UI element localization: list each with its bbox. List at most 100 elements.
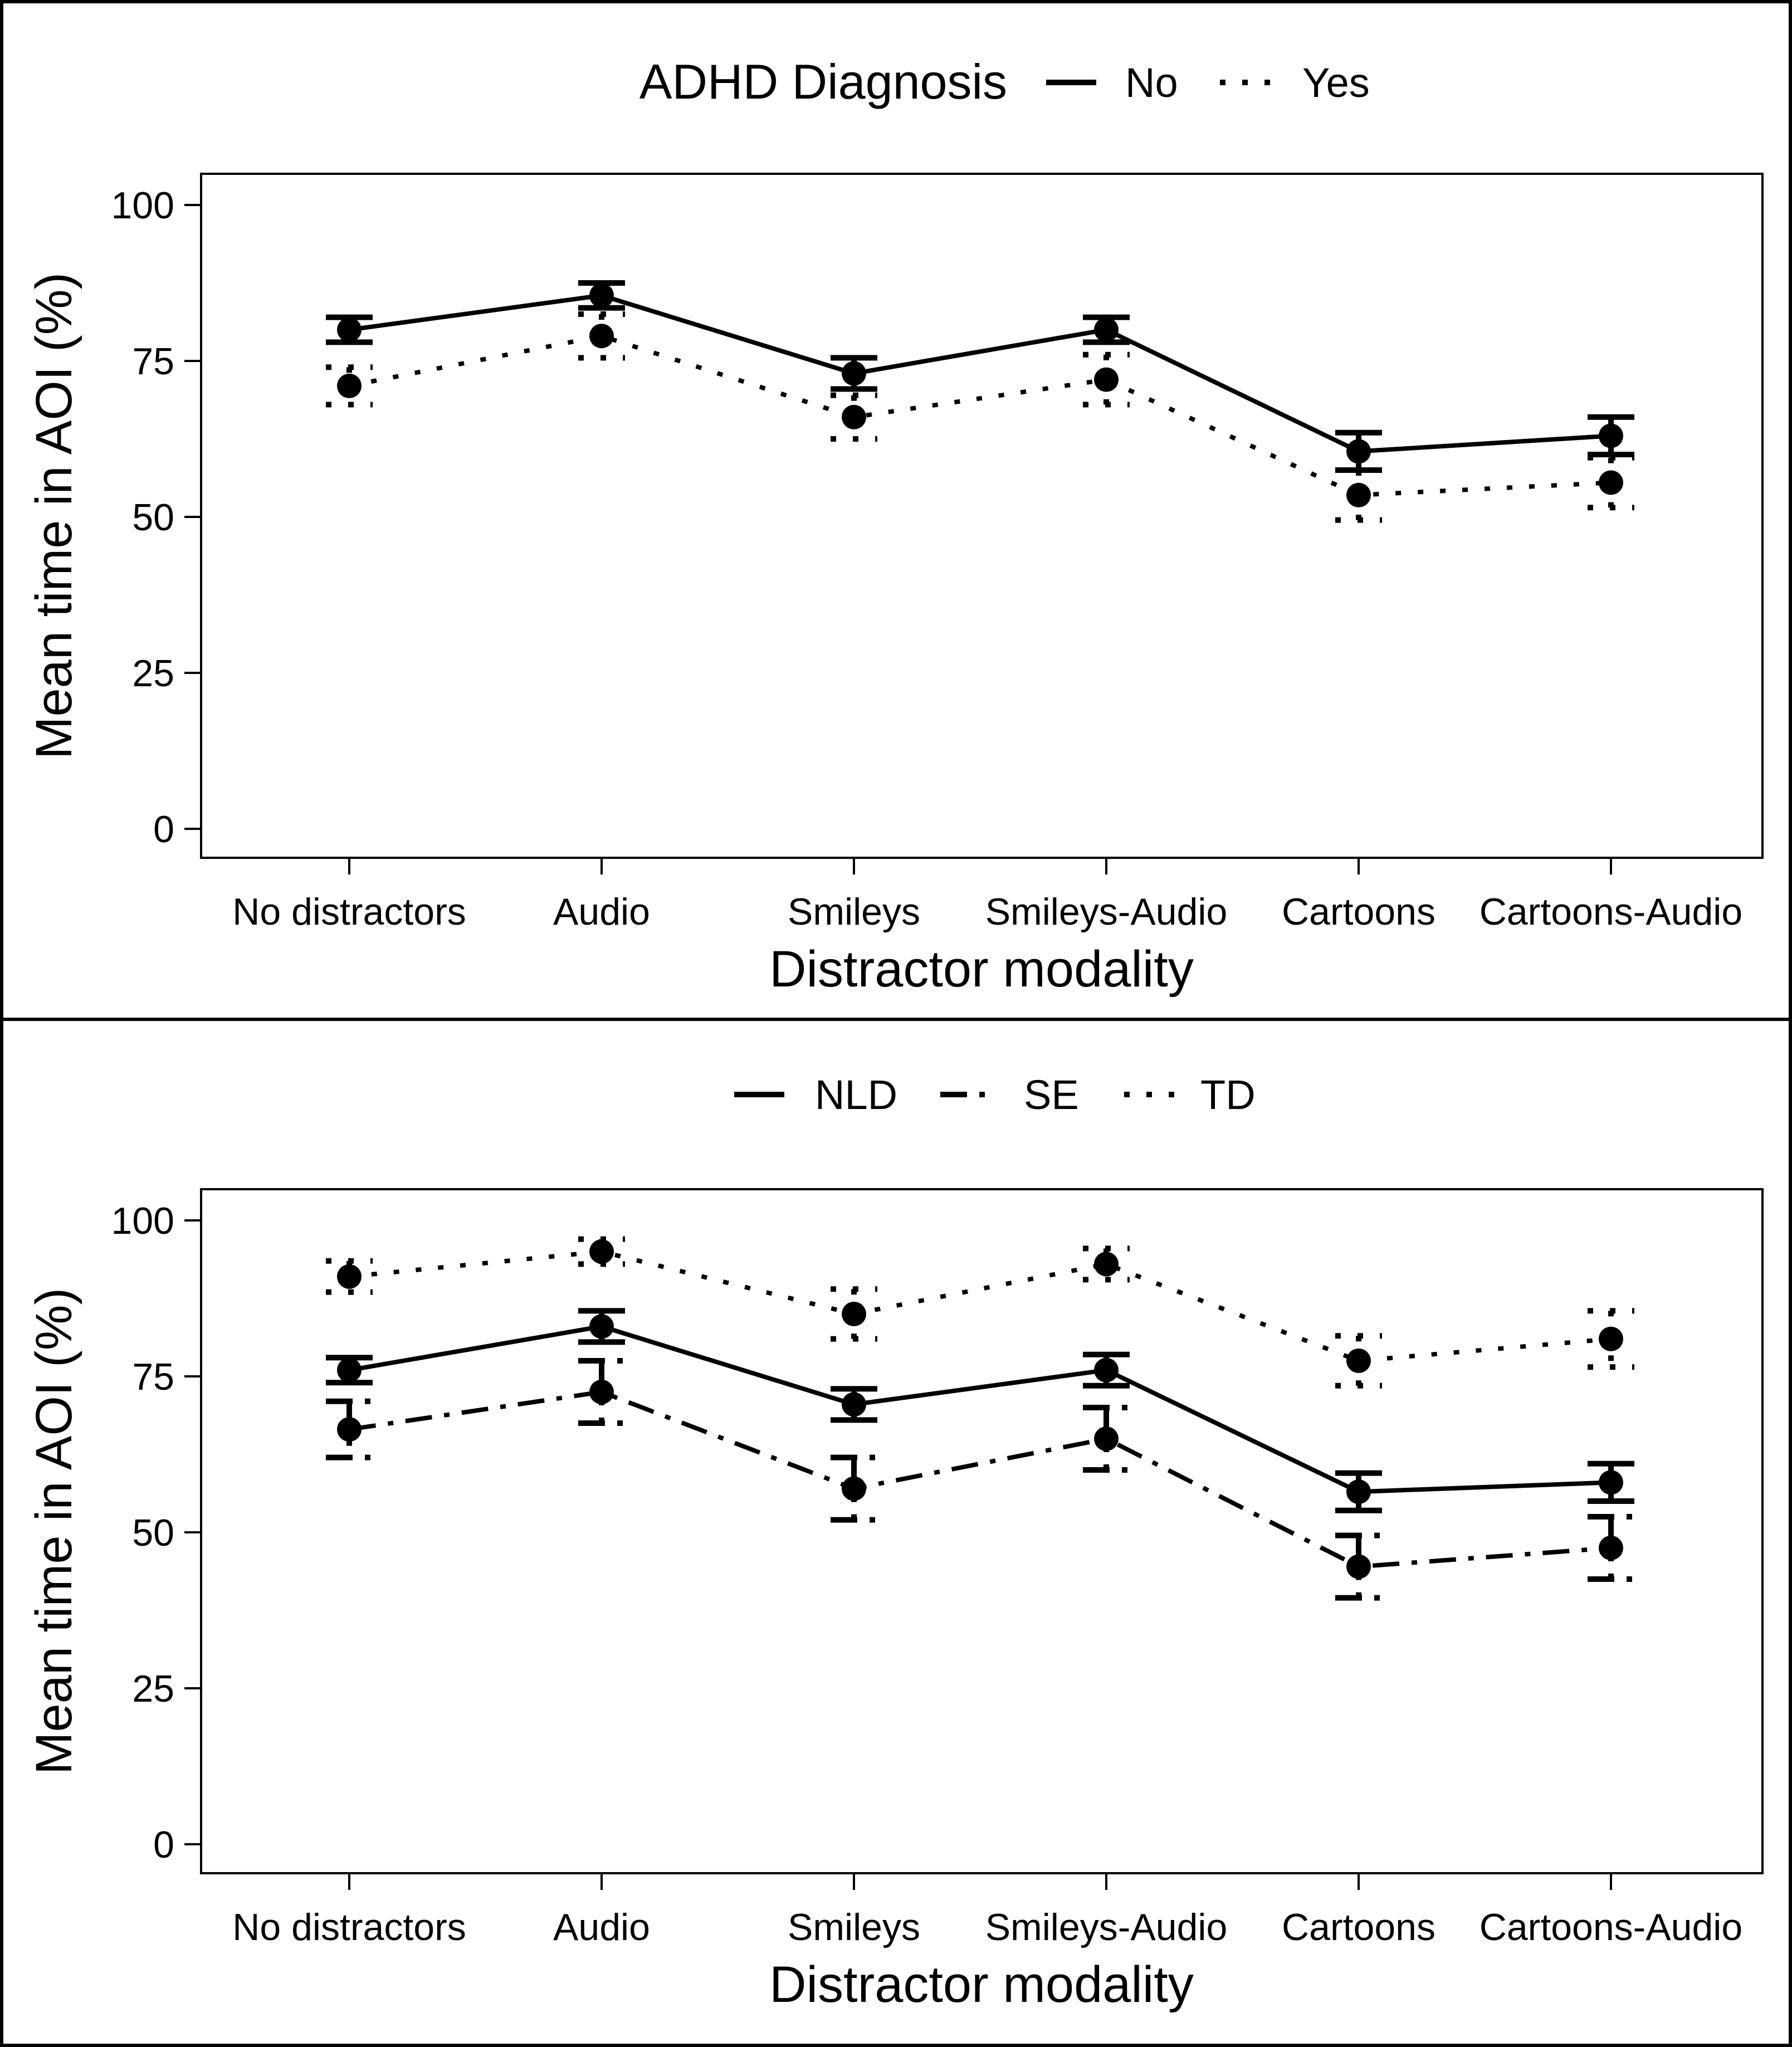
y-axis-title: Mean time in AOI (%)	[26, 1288, 82, 1775]
error-bar	[831, 392, 877, 442]
x-axis-title: Distractor modality	[769, 941, 1194, 998]
legend: NLD SE TD	[734, 1072, 1256, 1118]
x-axis-title: Distractor modality	[769, 1956, 1194, 2013]
x-tick-label: Cartoons	[1282, 891, 1435, 933]
data-point	[589, 324, 614, 349]
y-tick-label: 75	[132, 340, 174, 383]
data-point	[337, 1357, 362, 1382]
y-axis-title: Mean time in AOI (%)	[26, 272, 82, 759]
error-bar	[578, 311, 625, 361]
data-point	[337, 373, 362, 398]
series-group	[326, 280, 1634, 523]
legend-label: Yes	[1302, 60, 1370, 106]
data-point	[1346, 1349, 1371, 1373]
legend-label: SE	[1024, 1072, 1079, 1118]
error-bar	[578, 1358, 625, 1426]
legend-item-td: TD	[1124, 1072, 1256, 1118]
legend-item-nld: NLD	[734, 1072, 897, 1118]
data-point	[1346, 482, 1371, 507]
x-tick-label: Smileys	[788, 1906, 920, 1948]
x-tick-label: Cartoons	[1282, 1906, 1435, 1948]
x-tick-label: Smileys	[788, 891, 920, 933]
error-bar	[1335, 1532, 1382, 1601]
legend-items: No Yes	[1046, 60, 1370, 106]
y-tick-label: 50	[132, 496, 174, 539]
data-point	[337, 317, 362, 342]
panel-adhd-diagnosis: ADHD Diagnosis No Yes 0 25 50 75 100 No distr…	[26, 54, 1764, 998]
data-point	[1599, 1470, 1623, 1495]
legend-label: No	[1125, 60, 1178, 106]
x-tick-label: Cartoons-Audio	[1480, 1906, 1742, 1948]
series-no	[326, 280, 1634, 473]
legend-item-no: No	[1046, 60, 1178, 106]
data-point	[1094, 1357, 1119, 1382]
x-axis: No distractors Audio Smileys Smileys-Audio C…	[232, 858, 1742, 933]
data-point	[1094, 317, 1119, 342]
data-point	[1346, 1554, 1371, 1579]
data-point	[589, 1314, 614, 1339]
data-point	[842, 404, 866, 429]
y-tick-label: 50	[132, 1512, 174, 1554]
data-point	[1094, 1426, 1119, 1451]
legend-item-se: SE	[940, 1072, 1079, 1118]
x-tick-label: Smileys-Audio	[985, 1906, 1228, 1948]
x-axis: No distractors Audio Smileys Smileys-Audio C…	[232, 1873, 1742, 1948]
data-point	[589, 283, 614, 308]
data-point	[842, 361, 866, 386]
y-tick-label: 0	[153, 1824, 174, 1866]
series-td	[326, 1236, 1634, 1389]
error-bar	[1588, 1514, 1634, 1582]
y-axis: 0 25 50 75 100	[111, 1200, 201, 1866]
y-tick-label: 100	[111, 1200, 174, 1242]
data-point	[1599, 423, 1623, 448]
data-point	[1094, 1252, 1119, 1277]
series-group	[326, 1236, 1634, 1601]
data-point	[1346, 1479, 1371, 1504]
legend-label: NLD	[815, 1072, 897, 1118]
x-tick-label: Audio	[553, 1906, 650, 1948]
data-point	[337, 1264, 362, 1289]
legend-items: NLD SE TD	[734, 1072, 1256, 1118]
y-axis: 0 25 50 75 100	[111, 184, 201, 851]
data-point	[589, 1380, 614, 1404]
error-bar	[1588, 1308, 1634, 1370]
error-bar	[326, 364, 373, 408]
series-line	[349, 1390, 1612, 1569]
series-line	[349, 293, 1612, 454]
series-line	[349, 1324, 1612, 1494]
y-tick-label: 25	[132, 1668, 174, 1710]
y-tick-label: 75	[132, 1356, 174, 1398]
error-bar	[1083, 1405, 1130, 1473]
legend-item-yes: Yes	[1220, 60, 1370, 106]
y-tick-label: 0	[153, 808, 174, 851]
series-yes	[326, 311, 1634, 523]
data-point	[1094, 367, 1119, 392]
data-point	[589, 1239, 614, 1264]
legend: ADHD Diagnosis No Yes	[639, 54, 1370, 109]
data-point	[842, 1476, 866, 1501]
legend-title: ADHD Diagnosis	[639, 54, 1007, 109]
x-tick-label: Smileys-Audio	[985, 891, 1228, 933]
legend-label: TD	[1200, 1072, 1256, 1118]
x-tick-label: No distractors	[232, 1906, 466, 1948]
error-bar	[326, 1398, 373, 1460]
data-point	[1599, 1536, 1623, 1560]
series-se	[326, 1358, 1634, 1601]
data-point	[842, 1302, 866, 1326]
error-bar	[831, 1454, 877, 1523]
data-point	[1599, 470, 1623, 495]
data-point	[1599, 1326, 1623, 1351]
data-point	[842, 1392, 866, 1417]
x-tick-label: Cartoons-Audio	[1480, 891, 1742, 933]
x-tick-label: Audio	[553, 891, 650, 933]
series-line	[349, 334, 1612, 497]
data-point	[337, 1417, 362, 1442]
panel-group: NLD SE TD 0 25 50 75 100 No distractors Audio Sm…	[26, 1072, 1764, 2013]
data-point	[1346, 439, 1371, 464]
y-tick-label: 100	[111, 184, 174, 227]
series-nld	[326, 1308, 1634, 1513]
x-tick-label: No distractors	[232, 891, 466, 933]
y-tick-label: 25	[132, 652, 174, 695]
